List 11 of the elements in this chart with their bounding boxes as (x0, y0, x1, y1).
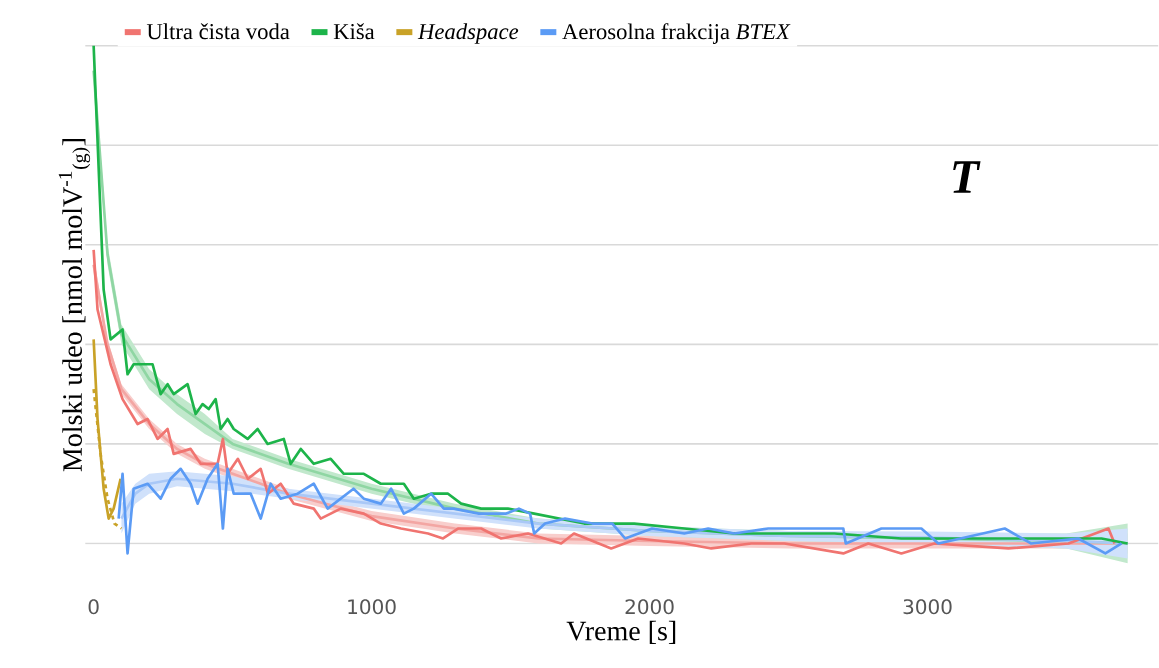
x-tick-label: 1000 (348, 599, 396, 615)
x-tick-label: 0 (88, 599, 99, 615)
legend-label: Ultra čista voda (146, 23, 290, 40)
annotation: T (953, 161, 981, 193)
x-tick-label: 3000 (903, 599, 952, 615)
y-axis-title: Molski udeo [nmol molV$^{-1}$$_{(g)}$] (58, 139, 91, 472)
x-tick-label: 2000 (625, 599, 674, 615)
legend-label: Kiša (333, 23, 375, 40)
legend-label: Aerosolna frakcija BTEX (562, 23, 791, 45)
x-axis-title: Vreme [s] (566, 620, 676, 645)
legend-label: Headspace (417, 23, 519, 44)
